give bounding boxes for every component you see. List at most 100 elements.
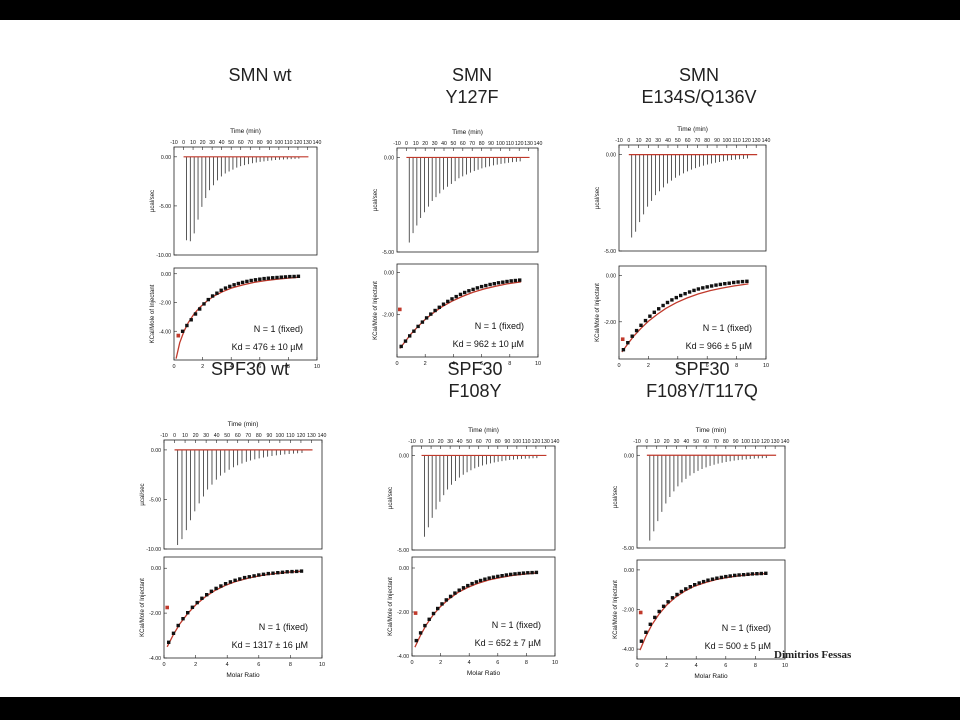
integrated-x-tick-label: 4 (226, 662, 229, 668)
integrated-y-tick-label: -4.00 (622, 647, 634, 653)
integrated-data-point (242, 575, 247, 580)
integrated-data-point (399, 344, 403, 349)
integrated-data-point (408, 334, 412, 338)
integrated-y-tick-label: 0.00 (161, 272, 171, 278)
fit-n-annotation: N = 1 (fixed) (259, 622, 308, 632)
integrated-y-axis-label: KCal/Mole of Injectant (140, 578, 146, 637)
raw-y-tick-label: -10.00 (156, 253, 171, 259)
raw-x-tick-label: 40 (441, 141, 447, 147)
raw-x-tick-label: 60 (235, 433, 241, 439)
integrated-data-point (670, 298, 674, 302)
integrated-data-point (521, 571, 526, 575)
integrated-data-point (474, 580, 479, 584)
integrated-x-tick-label: 2 (439, 660, 442, 666)
integrated-data-point (424, 316, 429, 320)
integrated-data-point (643, 318, 648, 323)
raw-y-tick-label: 0.00 (399, 453, 409, 459)
integrated-y-axis-label: KCal/Mole of Injectant (613, 580, 619, 639)
integrated-data-point (496, 281, 501, 285)
integrated-data-point (446, 299, 450, 304)
integrated-data-point (429, 312, 433, 316)
integrated-data-point (279, 275, 283, 279)
raw-x-tick-label: 0 (173, 433, 176, 439)
raw-y-tick-label: 0.00 (161, 155, 171, 161)
integrated-y-tick-label: -2.00 (622, 608, 634, 614)
integrated-data-point (504, 573, 509, 577)
integrated-data-point (530, 570, 534, 575)
raw-x-tick-label: 60 (685, 138, 691, 144)
raw-x-tick-label: 130 (524, 141, 533, 147)
integrated-data-point (755, 572, 759, 576)
integrated-data-point (257, 573, 261, 577)
raw-x-tick-label: 10 (636, 138, 642, 144)
integrated-data-point (458, 292, 463, 297)
integrated-data-point (245, 279, 249, 284)
integrated-data-point (639, 639, 644, 643)
integrated-data-point (684, 587, 688, 591)
itc-panel: Time (min)-10 0 10 20 30 40 50 60 70 80 90 100 110 12… (595, 126, 770, 369)
itc-panel: Time (min)-10 0 10 20 30 40 50 60 70 80 90 100 110 12… (613, 427, 789, 680)
raw-x-tick-label: 20 (422, 141, 428, 147)
integrated-data-point (463, 290, 467, 295)
integrated-data-point (644, 630, 648, 634)
integrated-data-point (679, 589, 684, 594)
panel-title: SPF30 F108Y/T117Q (582, 358, 822, 402)
integrated-y-tick-label: 0.00 (399, 566, 409, 572)
integrated-data-point (750, 572, 755, 576)
raw-x-tick-label: 20 (193, 433, 199, 439)
integrated-y-axis-label: KCal/Mole of Injectant (595, 283, 601, 342)
integrated-data-point (513, 572, 517, 576)
raw-x-tick-label: 110 (284, 140, 292, 146)
fit-kd-annotation: Kd = 476 ± 10 µM (232, 342, 303, 352)
integrated-data-point (215, 291, 219, 295)
raw-x-axis-label: Time (min) (228, 421, 259, 428)
integrated-data-point (500, 574, 504, 578)
raw-x-tick-label: -10 (408, 439, 416, 445)
raw-x-tick-label: 90 (733, 439, 739, 445)
raw-x-tick-label: 50 (693, 439, 699, 445)
integrated-x-tick-label: 8 (289, 662, 292, 668)
integrated-data-point (288, 274, 292, 279)
integrated-x-tick-label: 6 (258, 364, 261, 370)
integrated-data-point (709, 284, 714, 288)
raw-x-tick-label: -10 (160, 433, 168, 439)
raw-x-tick-label: 60 (476, 439, 482, 445)
raw-y-tick-label: 0.00 (151, 448, 161, 454)
raw-x-tick-label: -10 (170, 140, 178, 146)
raw-x-tick-label: 80 (704, 138, 710, 144)
integrated-data-point (674, 295, 678, 300)
integrated-data-point (448, 594, 453, 599)
integrated-data-point (190, 605, 195, 609)
panel-title-line: SMN (452, 65, 492, 85)
panel-title-line: SPF30 (674, 359, 730, 379)
integrated-data-point (488, 282, 492, 287)
integrated-data-point (683, 292, 687, 296)
integrated-data-point (285, 570, 289, 574)
integrated-data-point (657, 609, 661, 614)
integrated-data-point (219, 288, 223, 292)
integrated-data-point (487, 576, 491, 580)
integrated-excluded-point (620, 337, 625, 341)
integrated-data-point (252, 574, 256, 578)
integrated-data-point (223, 286, 228, 290)
raw-x-tick-label: 100 (513, 439, 522, 445)
integrated-y-tick-label: 0.00 (151, 566, 161, 572)
integrated-data-point (705, 285, 709, 289)
raw-x-tick-label: 70 (469, 141, 475, 147)
integrated-data-point (764, 571, 768, 575)
raw-x-tick-label: 0 (645, 439, 648, 445)
integrated-y-tick-label: -4.00 (149, 656, 161, 662)
raw-x-tick-label: 60 (703, 439, 709, 445)
integrated-data-point (247, 575, 251, 579)
raw-x-tick-label: 20 (664, 439, 670, 445)
integrated-x-tick-label: 6 (706, 363, 709, 369)
integrated-data-point (745, 279, 749, 283)
fit-n-annotation: N = 1 (fixed) (703, 323, 752, 333)
raw-x-tick-label: 130 (303, 140, 312, 146)
integrated-data-point (693, 583, 697, 587)
raw-plot-frame (618, 144, 767, 252)
raw-x-tick-label: 10 (182, 433, 188, 439)
integrated-data-point (732, 280, 736, 285)
raw-x-tick-label: 100 (496, 141, 505, 147)
integrated-data-point (724, 574, 728, 579)
